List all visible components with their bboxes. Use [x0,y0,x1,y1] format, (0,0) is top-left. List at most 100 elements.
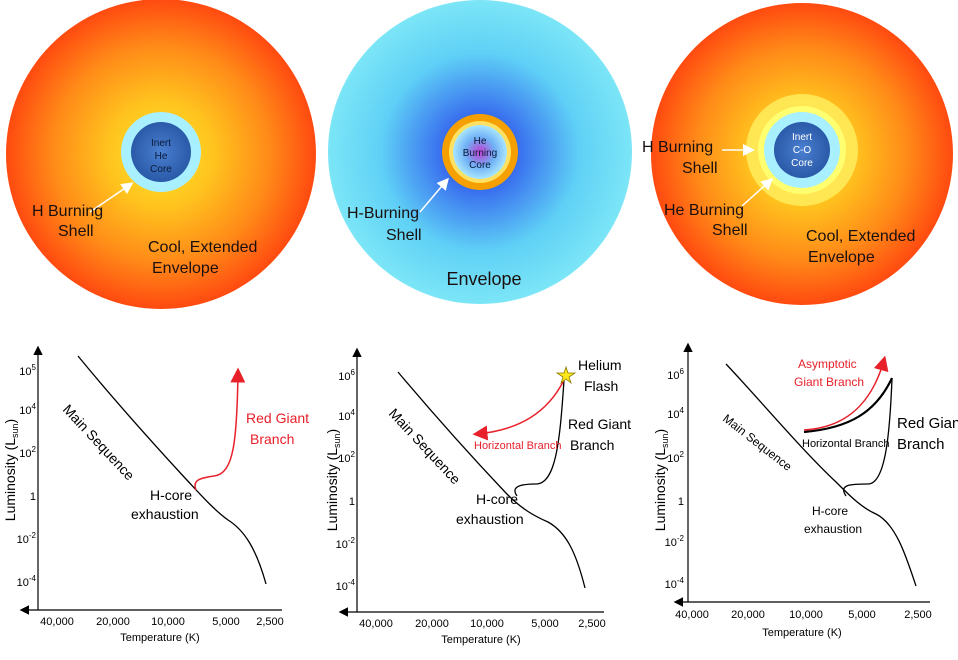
y-tick: 10-4 [336,578,356,593]
main-sequence-label: Main Sequence [720,411,795,474]
core-label-2: Burning [463,148,497,159]
branch-label-1: Red Giant [897,415,958,432]
y-tick: 10-4 [665,576,685,591]
horizontal-branch-label: Horizontal Branch [474,440,561,452]
core-disc [453,125,507,179]
x-tick: 2,500 [904,609,932,621]
core-label-3: Core [791,158,813,169]
x-tick: 5,000 [531,618,559,630]
shell-label-2: Shell [386,227,422,244]
hr-diagram-3: 106 104 102 1 10-2 10-4 40,000 20,000 10… [652,342,958,639]
branch-label-2: Branch [250,431,294,447]
y-tick: 102 [667,450,684,465]
core-label-2: C-O [793,145,812,156]
shell-label-1: H Burning [32,203,103,220]
shell2-label-1: He Burning [664,202,744,219]
branch-label-1: Red Giant [246,410,309,426]
x-tick: 10,000 [470,618,504,630]
star-burst-icon [555,365,577,385]
branch-label-2: Branch [570,437,614,453]
x-tick: 40,000 [675,609,709,621]
envelope-label: Envelope [446,269,521,289]
core-label-1: He [474,136,487,147]
core-label-3: Core [469,160,491,171]
x-tick: 10,000 [151,616,185,628]
main-sequence-curve [725,363,917,587]
x-tick: 20,000 [731,609,765,621]
x-tick: 5,000 [848,609,876,621]
y-tick: 104 [19,402,36,417]
x-axis-label: Temperature (K) [120,632,199,644]
core-disc [774,122,830,178]
agb-curve [803,355,889,431]
main-sequence-curve [397,371,586,589]
y-tick: 1 [30,491,36,503]
red-giant-branch-curve [194,367,246,491]
x-tick: 2,500 [578,618,606,630]
y-tick: 102 [19,445,36,460]
x-tick: 20,000 [96,616,130,628]
y-axis-label: Luminosity (Lsun) [324,429,342,531]
red-giant-branch-curve [843,377,893,497]
hcore-label-2: exhaustion [804,522,862,536]
x-tick: 2,500 [256,616,284,628]
core-label-1: Inert [151,138,171,149]
x-tick: 40,000 [40,616,74,628]
flash-label-2: Flash [584,378,618,394]
arrow-icon [419,177,449,213]
x-axis-label: Temperature (K) [441,634,520,646]
hr-diagram-2: 106 104 102 1 10-2 10-4 40,000 20,000 10… [324,347,631,646]
y-tick: 10-4 [17,574,37,589]
branch-label-2: Branch [897,436,945,453]
core-label-1: Inert [792,132,812,143]
envelope-label-1: Cool, Extended [806,228,915,245]
y-tick: 102 [338,450,355,465]
shell-label-2: Shell [58,223,94,240]
hcore-label-1: H-core [150,487,192,503]
star-red-giant: Inert He Core H Burning Shell Cool, Exte… [6,0,316,309]
y-tick: 104 [338,408,355,423]
y-tick: 106 [338,368,355,383]
core-label-3: Core [150,164,172,175]
star-agb: Inert C-O Core H Burning Shell He Burnin… [642,3,953,305]
y-axis-label: Luminosity (Lsun) [652,429,670,531]
x-tick: 40,000 [359,618,393,630]
star-helium-burning: He Burning Core H-Burning Shell Envelope [328,0,632,304]
shell-label-1: H-Burning [347,205,419,222]
flash-label-1: Helium [578,357,622,373]
hcore-label-2: exhaustion [456,511,524,527]
x-axis-label: Temperature (K) [762,627,841,639]
horizontal-branch-curve [803,377,893,434]
hcore-label-2: exhaustion [131,506,199,522]
y-tick: 105 [19,363,36,378]
x-tick: 10,000 [789,609,823,621]
asymptotic-label-1: Asymptotic [798,357,857,371]
y-tick: 1 [678,496,684,508]
y-tick: 10-2 [17,531,37,546]
y-tick: 106 [667,367,684,382]
x-tick: 5,000 [212,616,240,628]
core-disc [131,122,191,182]
y-tick: 10-2 [665,534,685,549]
y-axis-label: Luminosity (Lsun) [2,419,20,521]
red-giant-branch-curve [514,379,565,497]
y-tick: 1 [349,496,355,508]
y-tick-labels: 105 104 102 1 10-2 10-4 [17,363,37,589]
arrow-icon [89,182,134,213]
y-tick: 10-2 [336,536,356,551]
horizontal-branch-label: Horizontal Branch [802,438,889,450]
x-tick: 20,000 [415,618,449,630]
shell-label-2: Shell [682,160,718,177]
branch-label-1: Red Giant [568,416,631,432]
asymptotic-label-2: Giant Branch [794,375,864,389]
hcore-label-1: H-core [812,504,848,518]
envelope-label-2: Envelope [152,260,219,277]
main-sequence-label: Main Sequence [386,405,464,487]
arrow-icon [741,177,774,207]
hcore-label-1: H-core [476,491,518,507]
y-tick: 104 [667,406,684,421]
envelope-label-2: Envelope [808,249,875,266]
shell-label-1: H Burning [642,139,713,156]
envelope-label-1: Cool, Extended [148,239,257,256]
